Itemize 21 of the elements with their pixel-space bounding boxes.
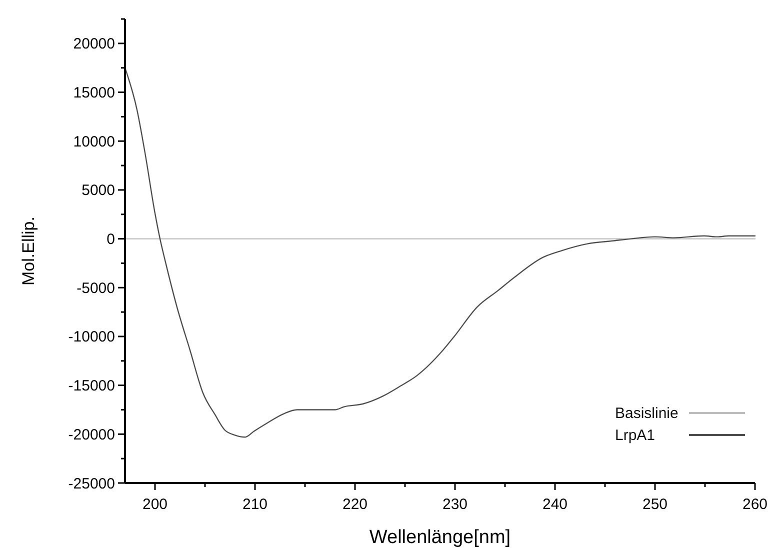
y-axis-title: Mol.Ellip. [19, 216, 38, 286]
x-tick-label: 210 [242, 496, 268, 513]
y-tick-label: -10000 [68, 328, 115, 346]
x-axis-title: Wellenlänge[nm] [369, 527, 511, 548]
x-tick-label: 260 [742, 496, 768, 513]
x-tick-label: 230 [442, 496, 468, 513]
x-tick-label: 240 [542, 496, 568, 513]
y-tick-label: 15000 [73, 84, 115, 102]
y-tick-label: 5000 [82, 182, 115, 200]
y-tick-label: 0 [106, 231, 115, 248]
x-tick-label: 250 [642, 496, 668, 513]
y-tick-label: 10000 [73, 133, 115, 150]
x-tick-label: 220 [342, 496, 368, 513]
legend-label: LrpA1 [615, 427, 656, 444]
y-tick-label: -15000 [68, 378, 115, 395]
legend-label: Basislinie [615, 405, 678, 422]
y-tick-label: -20000 [68, 426, 115, 444]
x-tick-label: 200 [142, 496, 168, 513]
y-tick-label: 20000 [73, 36, 115, 53]
y-tick-label: -25000 [68, 475, 115, 492]
y-tick-label: -5000 [76, 280, 115, 297]
